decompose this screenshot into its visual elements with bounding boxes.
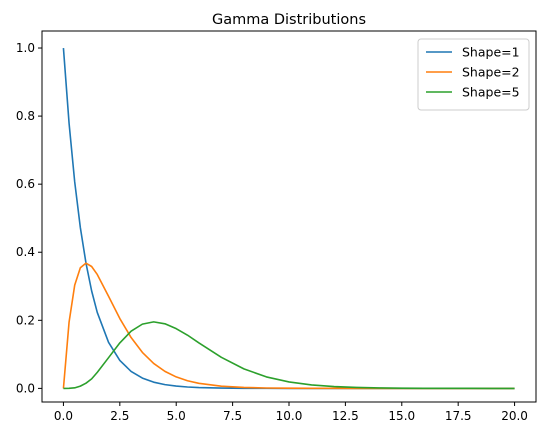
legend: Shape=1 Shape=2 Shape=5 bbox=[417, 38, 530, 111]
x-tick-label: 17.5 bbox=[445, 409, 472, 423]
y-tick-label: 0.6 bbox=[16, 177, 35, 191]
y-tick-label: 1.0 bbox=[16, 41, 35, 55]
x-tick-label: 7.5 bbox=[223, 409, 242, 423]
x-tick-label: 20.0 bbox=[501, 409, 528, 423]
y-tick-label: 0.8 bbox=[16, 109, 35, 123]
plot-lines bbox=[62, 47, 515, 390]
y-tick-label: 0.2 bbox=[16, 313, 35, 327]
x-tick-label: 5.0 bbox=[167, 409, 186, 423]
x-tick-label: 2.5 bbox=[110, 409, 129, 423]
x-axis: 0.0 2.5 5.0 7.5 10.0 12.5 15.0 17.5 20.0 bbox=[54, 402, 528, 423]
series-line-2 bbox=[62, 262, 515, 390]
x-tick-label: 0.0 bbox=[54, 409, 73, 423]
y-axis: 0.0 0.2 0.4 0.6 0.8 1.0 bbox=[16, 41, 42, 395]
x-tick-label: 15.0 bbox=[388, 409, 415, 423]
legend-label-2: Shape=2 bbox=[462, 65, 520, 80]
legend-label-3: Shape=5 bbox=[462, 85, 520, 100]
chart-title: Gamma Distributions bbox=[212, 12, 366, 28]
legend-label-1: Shape=1 bbox=[462, 45, 520, 60]
x-tick-label: 12.5 bbox=[332, 409, 359, 423]
y-tick-label: 0.0 bbox=[16, 381, 35, 395]
series-line-3 bbox=[63, 321, 515, 390]
x-tick-label: 10.0 bbox=[276, 409, 303, 423]
y-tick-label: 0.4 bbox=[16, 245, 35, 259]
